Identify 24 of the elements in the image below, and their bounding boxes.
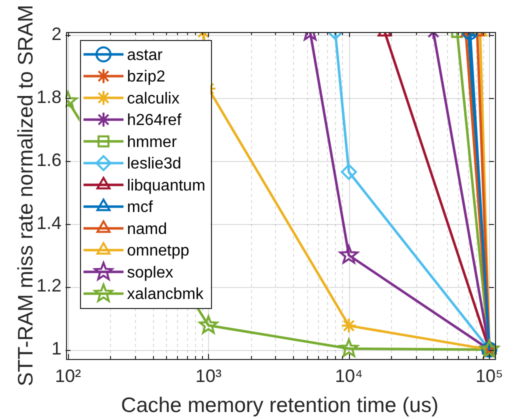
x-tick-label: 10² <box>54 366 82 386</box>
legend-label: omnetpp <box>127 242 190 260</box>
legend-label: libquantum <box>127 177 206 194</box>
legend-label: mcf <box>127 199 154 216</box>
x-tick-label: 10⁵ <box>476 366 504 386</box>
y-tick-label: 2 <box>51 24 62 44</box>
legend-label: xalancbmk <box>127 286 204 304</box>
x-axis-title: Cache memory retention time (us) <box>121 394 438 418</box>
x-tick-label: 10⁴ <box>334 366 363 386</box>
y-tick-label: 1.2 <box>36 276 62 296</box>
legend-label: soplex <box>127 264 174 282</box>
legend-label: h264ref <box>127 112 182 130</box>
legend-label: namd <box>127 220 168 238</box>
x-tick-label: 10³ <box>195 366 222 386</box>
legend-label: astar <box>127 46 164 64</box>
legend-label: leslie3d <box>127 156 182 173</box>
legend-label: bzip2 <box>127 68 166 86</box>
legend-label: hmmer <box>127 134 178 151</box>
y-tick-label: 1.8 <box>36 87 62 107</box>
y-tick-label: 1.6 <box>36 150 62 170</box>
y-tick-label: 1 <box>51 338 62 359</box>
legend-label: calculix <box>127 90 180 108</box>
y-tick-label: 1.4 <box>36 212 62 233</box>
y-axis-title: STT-RAM miss rate normalized to SRAM <box>14 4 38 386</box>
